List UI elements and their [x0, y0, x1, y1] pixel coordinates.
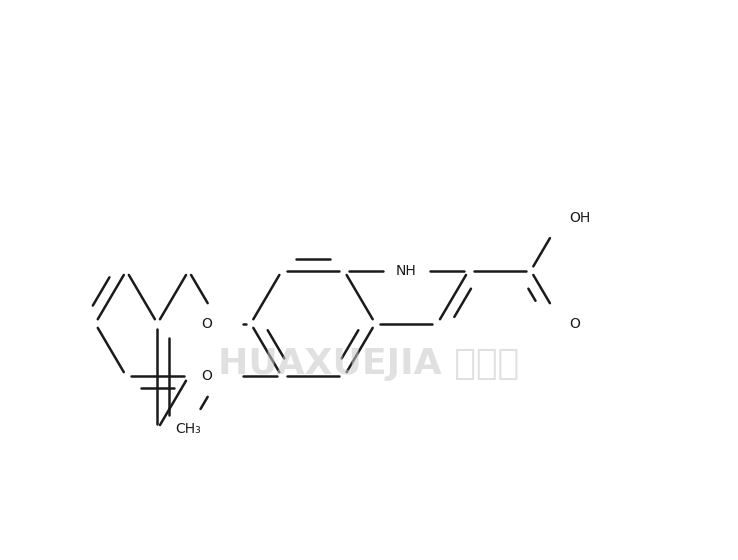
Text: O: O [201, 316, 213, 330]
Text: CH₃: CH₃ [176, 422, 201, 436]
Text: NH: NH [396, 264, 417, 278]
Text: HUAXUEJIA 化学加: HUAXUEJIA 化学加 [218, 347, 520, 381]
Text: O: O [201, 370, 213, 384]
Text: O: O [569, 316, 580, 330]
Text: OH: OH [569, 211, 590, 225]
